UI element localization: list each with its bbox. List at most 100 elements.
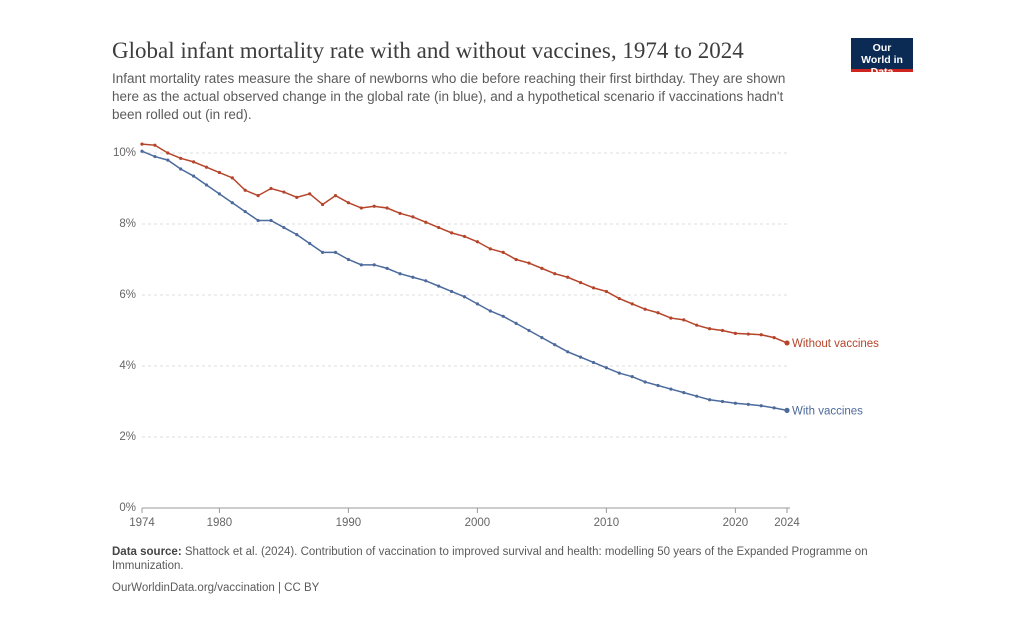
- data-point: [359, 263, 363, 267]
- data-point: [411, 215, 415, 219]
- data-point: [450, 289, 454, 294]
- data-point: [411, 275, 415, 279]
- data-point: [566, 275, 570, 279]
- data-point: [669, 316, 673, 320]
- data-point: [682, 391, 686, 395]
- data-point: [462, 295, 467, 299]
- data-point: [695, 323, 699, 327]
- data-point: [501, 314, 505, 318]
- data-point: [321, 202, 325, 207]
- data-point: [514, 321, 518, 325]
- footer: Data source: Shattock et al. (2024). Con…: [112, 545, 872, 595]
- data-point: [591, 360, 596, 365]
- data-point: [733, 401, 738, 405]
- x-tick-label: 2000: [465, 517, 491, 529]
- data-point: [591, 286, 596, 290]
- data-point: [708, 398, 712, 402]
- x-tick-label: 2020: [723, 517, 749, 529]
- series-line: [141, 143, 788, 344]
- data-point: [784, 407, 790, 413]
- data-point: [204, 183, 209, 187]
- data-point: [372, 263, 376, 267]
- data-point: [617, 371, 621, 375]
- data-point: [772, 336, 776, 340]
- y-tick-label: 8%: [119, 218, 136, 230]
- data-point: [553, 343, 557, 347]
- data-point: [450, 231, 454, 235]
- source-label: Data source:: [112, 546, 182, 558]
- data-point: [527, 261, 531, 265]
- data-point: [179, 167, 183, 171]
- data-point: [475, 240, 479, 244]
- y-tick-label: 2%: [119, 431, 136, 443]
- data-point: [514, 257, 518, 262]
- data-point: [308, 241, 312, 246]
- data-point: [630, 375, 634, 379]
- data-point: [346, 201, 350, 205]
- source-url[interactable]: OurWorldinData.org/vaccination | CC BY: [112, 582, 320, 594]
- data-point: [630, 302, 634, 306]
- data-point: [437, 225, 441, 230]
- data-point: [166, 158, 170, 162]
- series-line: [141, 150, 788, 412]
- data-point: [566, 350, 570, 354]
- data-point: [308, 192, 312, 196]
- data-point: [256, 194, 260, 198]
- data-point: [579, 355, 583, 359]
- y-tick-label: 0%: [119, 502, 136, 514]
- data-point: [269, 186, 273, 191]
- data-point: [282, 190, 286, 194]
- data-point: [372, 204, 376, 208]
- data-point: [346, 257, 350, 262]
- chart-title: Global infant mortality rate with and wi…: [112, 38, 744, 63]
- x-tick-label: 2024: [774, 517, 800, 529]
- data-point: [333, 250, 338, 254]
- x-tick-label: 1980: [207, 517, 233, 529]
- data-point: [682, 318, 686, 322]
- data-point: [527, 328, 531, 333]
- data-point: [604, 289, 609, 294]
- data-point: [604, 366, 609, 370]
- data-point: [333, 194, 338, 198]
- x-tick-label: 2010: [594, 517, 620, 529]
- data-point: [256, 218, 260, 223]
- data-point: [746, 332, 750, 336]
- data-point: [669, 387, 673, 391]
- y-tick-label: 10%: [113, 147, 136, 159]
- data-point: [153, 154, 157, 159]
- data-point: [720, 328, 725, 333]
- data-point: [359, 206, 363, 210]
- data-point: [321, 250, 325, 254]
- data-point: [695, 394, 699, 398]
- data-point: [540, 336, 544, 340]
- y-tick-label: 4%: [119, 360, 136, 372]
- data-point: [720, 399, 725, 404]
- data-point: [759, 333, 763, 337]
- x-tick-label: 1990: [336, 517, 362, 529]
- data-point: [282, 225, 286, 230]
- data-point: [437, 284, 441, 288]
- data-point: [398, 211, 402, 215]
- data-point: [140, 149, 144, 153]
- data-point: [230, 176, 234, 180]
- logo[interactable]: Our World in Data: [851, 38, 913, 78]
- data-point: [540, 266, 544, 270]
- data-point: [579, 280, 583, 285]
- source: Shattock et al. (2024). Contribution of …: [112, 546, 868, 572]
- data-point: [772, 406, 776, 410]
- data-point: [708, 327, 712, 331]
- data-point: [204, 165, 209, 169]
- x-tick-label: 1974: [129, 517, 155, 529]
- data-point: [501, 250, 505, 254]
- data-point: [243, 209, 247, 214]
- data-point: [656, 383, 660, 388]
- data-point: [617, 296, 621, 301]
- data-point: [166, 151, 170, 155]
- data-point: [656, 311, 660, 315]
- data-point: [243, 188, 247, 192]
- data-point: [488, 309, 492, 313]
- data-point: [643, 307, 647, 311]
- data-point: [424, 220, 428, 224]
- data-point: [643, 380, 647, 384]
